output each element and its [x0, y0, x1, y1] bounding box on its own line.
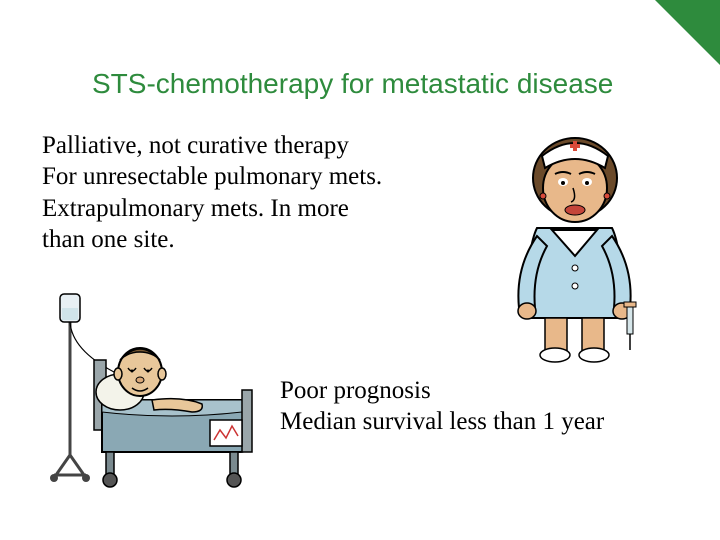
p1-line-4: than one site. [42, 224, 382, 255]
p1-line-3: Extrapulmonary mets. In more [42, 193, 382, 224]
p2-line-1: Poor prognosis [280, 375, 604, 406]
p1-line-1: Palliative, not curative therapy [42, 130, 382, 161]
p2-line-2: Median survival less than 1 year [280, 406, 604, 437]
slide-title: STS-chemotherapy for metastatic disease [92, 68, 613, 100]
nurse-image [487, 118, 662, 363]
p1-line-2: For unresectable pulmonary mets. [42, 161, 382, 192]
paragraph-2: Poor prognosis Median survival less than… [280, 375, 604, 438]
patient-image [42, 280, 257, 500]
paragraph-1: Palliative, not curative therapy For unr… [42, 130, 382, 255]
corner-accent [655, 0, 720, 65]
